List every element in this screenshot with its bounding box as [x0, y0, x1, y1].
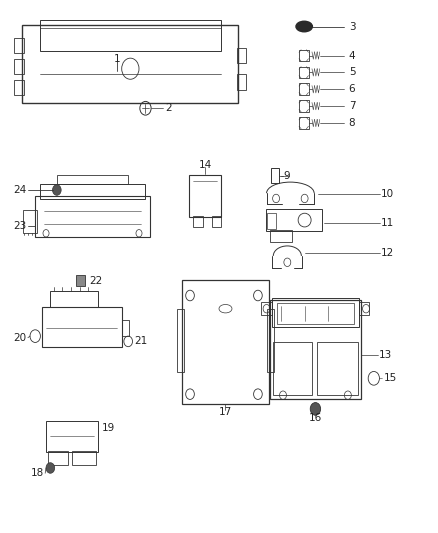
Bar	[270, 230, 292, 241]
Text: 5: 5	[349, 67, 355, 77]
Bar	[299, 84, 308, 95]
Bar	[272, 297, 359, 327]
Bar	[261, 302, 272, 315]
Text: 21: 21	[134, 336, 148, 346]
Bar	[317, 342, 358, 395]
Bar	[39, 184, 145, 199]
Bar	[359, 302, 370, 315]
Text: 9: 9	[284, 171, 290, 181]
Bar	[182, 280, 269, 403]
Bar	[266, 209, 322, 231]
Bar	[212, 216, 221, 227]
Bar	[122, 320, 130, 336]
Bar	[267, 213, 276, 229]
Bar	[50, 292, 98, 307]
Text: 11: 11	[381, 217, 394, 228]
Text: 23: 23	[13, 221, 27, 231]
Text: 18: 18	[31, 469, 44, 478]
Bar	[299, 67, 308, 78]
Text: 17: 17	[219, 407, 232, 417]
Bar	[76, 276, 85, 286]
Bar	[14, 59, 24, 74]
Bar	[237, 47, 246, 63]
Text: 6: 6	[349, 84, 355, 94]
Bar	[39, 20, 221, 51]
Bar	[57, 175, 128, 184]
Bar	[42, 307, 122, 346]
Text: 4: 4	[349, 51, 355, 61]
Text: 15: 15	[383, 373, 396, 383]
Text: 13: 13	[379, 350, 392, 360]
Text: 14: 14	[198, 160, 212, 170]
Bar	[193, 216, 202, 227]
Text: 10: 10	[381, 189, 394, 199]
Bar	[237, 74, 246, 90]
Bar	[267, 309, 274, 372]
Text: 20: 20	[14, 333, 27, 343]
Bar	[35, 196, 150, 238]
Bar	[22, 25, 238, 103]
Bar	[14, 80, 24, 95]
Bar	[189, 175, 221, 217]
Text: 19: 19	[102, 423, 116, 433]
Bar	[23, 209, 37, 233]
Bar	[48, 450, 67, 465]
Bar	[271, 168, 279, 183]
Text: 22: 22	[89, 276, 102, 286]
Bar	[273, 342, 312, 395]
Bar	[46, 421, 98, 452]
Circle shape	[46, 463, 55, 473]
Text: 1: 1	[114, 54, 121, 64]
Bar	[14, 38, 24, 53]
Text: 7: 7	[349, 101, 355, 111]
Bar	[177, 309, 184, 372]
Bar	[276, 303, 354, 324]
Text: 8: 8	[349, 118, 355, 128]
Text: 12: 12	[381, 248, 394, 259]
Text: 3: 3	[349, 21, 355, 31]
Bar	[299, 50, 308, 61]
Text: 2: 2	[165, 103, 172, 114]
Bar	[270, 300, 361, 399]
Circle shape	[53, 185, 61, 195]
Ellipse shape	[296, 21, 312, 32]
Bar	[299, 117, 308, 129]
Text: 24: 24	[13, 185, 27, 195]
Bar	[72, 450, 96, 465]
Bar	[299, 100, 308, 112]
Text: 16: 16	[309, 413, 322, 423]
Circle shape	[310, 402, 321, 415]
